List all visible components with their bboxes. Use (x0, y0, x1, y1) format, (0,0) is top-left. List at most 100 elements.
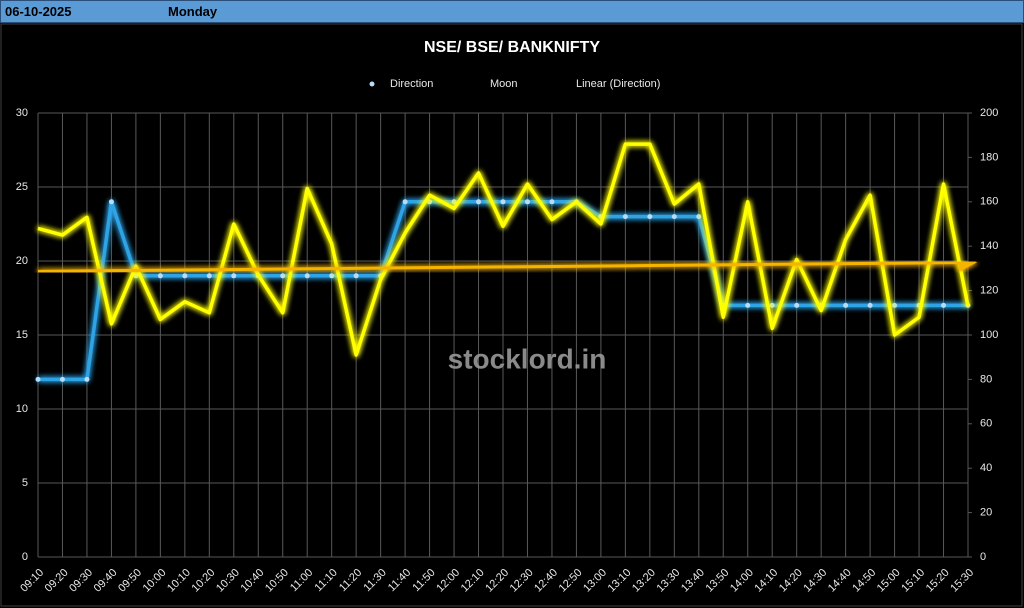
point (647, 214, 653, 220)
legend-marker (369, 81, 375, 87)
point (280, 273, 286, 279)
point (231, 273, 237, 279)
y2-tick-label: 20 (980, 507, 992, 519)
x-tick-label: 15:10 (899, 567, 927, 595)
point (500, 199, 506, 205)
series-line (37, 142, 970, 357)
point (892, 302, 898, 308)
x-tick-label: 13:00 (581, 567, 609, 595)
point (622, 214, 628, 220)
x-tick-label: 12:20 (483, 567, 511, 595)
point (206, 273, 212, 279)
x-tick-label: 15:30 (948, 567, 976, 595)
point (157, 273, 163, 279)
y-tick-label: 0 (22, 551, 28, 563)
x-tick-label: 09:10 (18, 567, 46, 595)
point (843, 302, 849, 308)
point (549, 199, 555, 205)
x-tick-label: 13:50 (703, 567, 731, 595)
header-bar: 06-10-2025 Monday (0, 0, 1024, 23)
trendline (37, 253, 977, 273)
y-tick-label: 30 (16, 107, 28, 119)
x-tick-label: 14:20 (777, 567, 805, 595)
chart: NSE/ BSE/ BANKNIFTY stocklord.in 0 5 10 15 2… (0, 23, 1023, 607)
x-tick-label: 09:20 (43, 567, 71, 595)
y2-tick-label: 80 (980, 373, 992, 385)
point (84, 376, 90, 382)
x-tick-label: 14:30 (801, 567, 829, 595)
point (402, 199, 408, 205)
x-tick-label: 11:10 (312, 567, 339, 594)
point (353, 273, 359, 279)
point (182, 273, 188, 279)
x-tick-label: 15:20 (924, 567, 952, 595)
y-tick-label: 15 (16, 329, 28, 341)
y2-tick-label: 200 (980, 107, 998, 119)
x-tick-label: 11:50 (410, 567, 437, 594)
y2-tick-label: 140 (980, 240, 998, 252)
point (35, 376, 41, 382)
x-tick-label: 14:00 (728, 567, 756, 595)
point (451, 199, 457, 205)
y-tick-label: 25 (16, 181, 28, 193)
point (524, 199, 530, 205)
x-tick-label: 12:10 (459, 567, 487, 595)
point (745, 302, 751, 308)
x-tick-label: 14:50 (850, 567, 878, 595)
chart-border (0, 23, 1023, 607)
y2-tick-label: 160 (980, 196, 998, 208)
point (941, 302, 947, 308)
point (867, 302, 873, 308)
point (427, 199, 433, 205)
date: 06-10-2025 (5, 4, 72, 19)
x-tick-label: 13:40 (679, 567, 707, 595)
y-tick-label: 5 (22, 477, 28, 489)
x-tick-label: 12:40 (532, 567, 560, 595)
x-tick-label: 09:30 (67, 567, 95, 595)
x-tick-label: 12:00 (434, 567, 462, 595)
legend-label: Linear (Direction) (576, 78, 660, 90)
y2-tick-label: 180 (980, 151, 998, 163)
x-tick-label: 09:40 (92, 567, 120, 595)
y2-tick-label: 60 (980, 418, 992, 430)
watermark: stocklord.in (448, 343, 607, 374)
x-tick-label: 15:00 (875, 567, 903, 595)
x-tick-label: 11:00 (288, 567, 315, 594)
day: Monday (168, 4, 218, 19)
y2-tick-label: 100 (980, 329, 998, 341)
x-tick-label: 13:30 (655, 567, 683, 595)
x-tick-label: 11:20 (337, 567, 364, 594)
y2-tick-label: 0 (980, 551, 986, 563)
point (329, 273, 335, 279)
y2-tick-label: 120 (980, 285, 998, 297)
legend-label: Moon (490, 78, 518, 90)
y-tick-label: 10 (16, 403, 28, 415)
point (108, 199, 114, 205)
y2-tick-label: 40 (980, 462, 992, 474)
point (794, 302, 800, 308)
legend-label: Direction (390, 78, 433, 90)
point (476, 199, 482, 205)
x-tick-label: 13:20 (630, 567, 658, 595)
point (671, 214, 677, 220)
x-tick-label: 10:50 (263, 567, 291, 595)
point (304, 273, 310, 279)
chart-title: NSE/ BSE/ BANKNIFTY (424, 39, 600, 56)
x-tick-label: 14:10 (752, 567, 780, 595)
x-tick-label: 10:20 (190, 567, 218, 595)
x-tick-label: 14:40 (826, 567, 854, 595)
x-tick-label: 12:30 (508, 567, 536, 595)
x-tick-label: 10:10 (165, 567, 193, 595)
x-tick-label: 10:30 (214, 567, 242, 595)
x-tick-label: 11:40 (386, 567, 413, 594)
x-tick-label: 09:50 (116, 567, 144, 595)
y-tick-label: 20 (16, 255, 28, 267)
point (769, 302, 775, 308)
point (696, 214, 702, 220)
point (133, 273, 139, 279)
x-tick-label: 10:00 (141, 567, 169, 595)
x-tick-label: 11:30 (361, 567, 388, 594)
point (59, 376, 65, 382)
x-tick-label: 13:10 (606, 567, 634, 595)
